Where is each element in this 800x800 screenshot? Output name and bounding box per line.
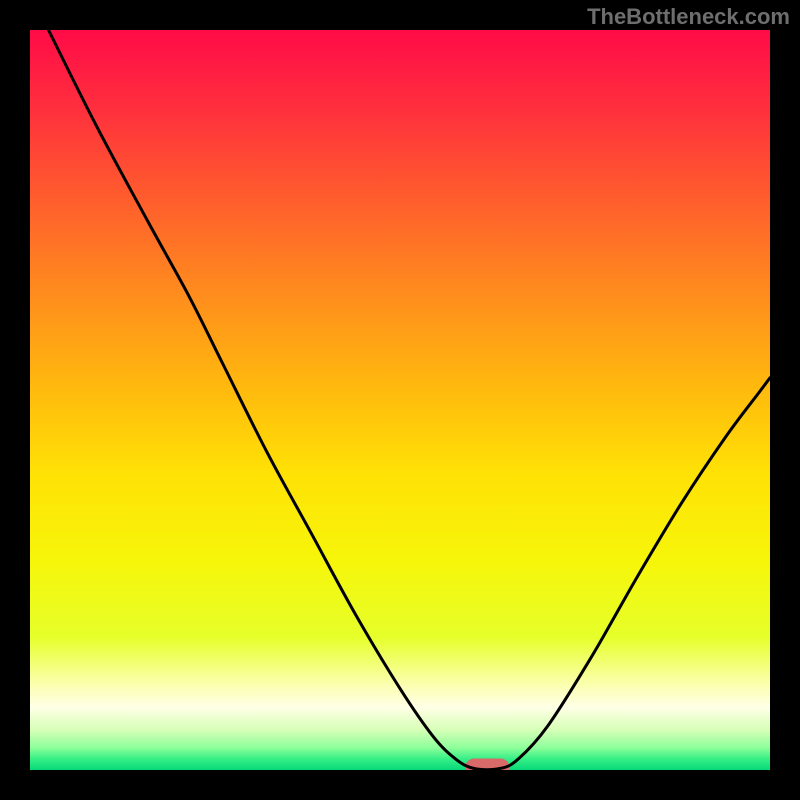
bottleneck-chart: [30, 30, 770, 770]
gradient-background: [30, 30, 770, 770]
outer-frame: TheBottleneck.com: [0, 0, 800, 800]
watermark-text: TheBottleneck.com: [587, 4, 790, 30]
